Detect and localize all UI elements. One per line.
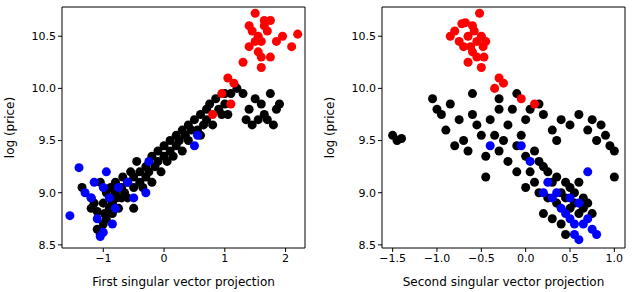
svg-text:−1.5: −1.5 (379, 252, 406, 265)
svg-text:10.5: 10.5 (32, 30, 57, 43)
svg-text:8.5: 8.5 (359, 239, 377, 252)
svg-text:10.5: 10.5 (352, 30, 377, 43)
svg-text:First singular vector projecti: First singular vector projection (92, 275, 275, 289)
svg-text:0.0: 0.0 (517, 252, 535, 265)
svg-text:0.5: 0.5 (561, 252, 579, 265)
svg-text:1.0: 1.0 (606, 252, 624, 265)
svg-text:−0.5: −0.5 (468, 252, 495, 265)
svg-text:10.0: 10.0 (352, 82, 377, 95)
svg-text:−1.0: −1.0 (424, 252, 451, 265)
svg-text:1: 1 (221, 252, 228, 265)
svg-text:0: 0 (161, 252, 168, 265)
svg-text:8.5: 8.5 (39, 239, 57, 252)
svg-text:9.5: 9.5 (359, 134, 377, 147)
svg-text:9.5: 9.5 (39, 134, 57, 147)
svg-text:10.0: 10.0 (32, 82, 57, 95)
svg-text:9.0: 9.0 (359, 187, 377, 200)
svg-text:log (price): log (price) (323, 97, 337, 158)
svg-text:Second singular vector project: Second singular vector projection (403, 275, 605, 289)
svg-text:9.0: 9.0 (39, 187, 57, 200)
svg-text:2: 2 (282, 252, 289, 265)
svg-text:log (price): log (price) (8, 97, 17, 158)
svg-text:−1: −1 (95, 252, 111, 265)
